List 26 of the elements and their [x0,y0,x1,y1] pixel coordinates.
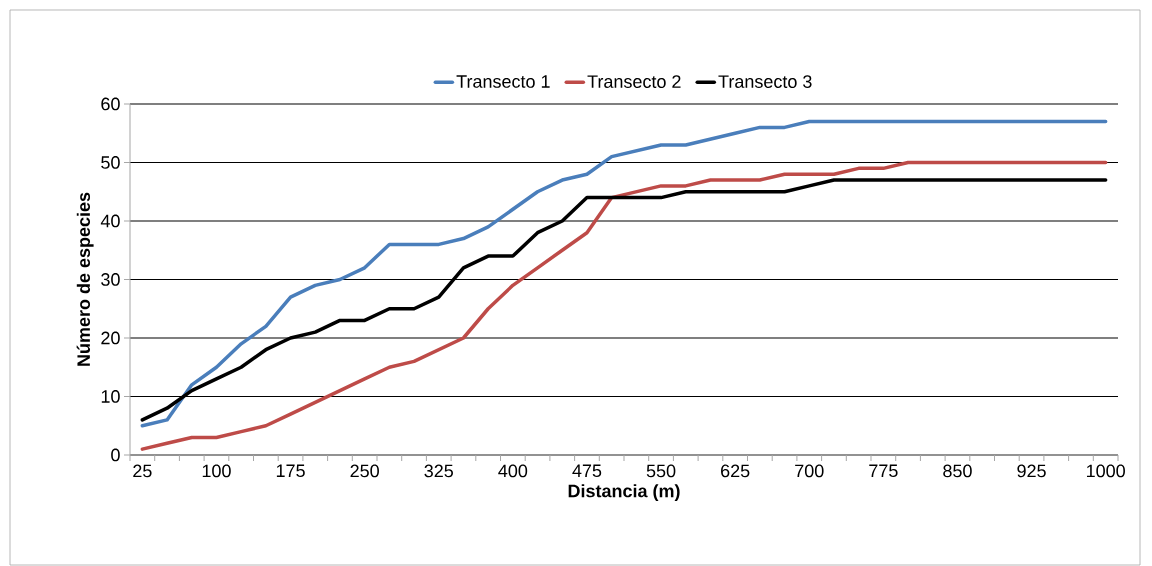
x-tick-label: 775 [869,464,898,478]
x-tick-label: 325 [424,464,454,478]
x-tick-label: 625 [721,464,750,478]
legend-label: Transecto 2 [587,75,681,88]
x-tick-label: 1000 [1086,464,1125,478]
x-tick-label: 25 [133,464,152,478]
y-tick-label: 40 [100,214,120,228]
x-tick-label: 100 [202,464,231,478]
x-tick-label: 925 [1017,464,1046,478]
x-tick-label: 550 [646,464,676,478]
x-tick-label: 400 [498,464,528,478]
y-tick-label: 30 [101,273,120,286]
legend-label: Transecto 1 [456,75,550,88]
y-tick-label: 10 [101,390,120,403]
x-tick-label: 175 [276,464,305,478]
x-tick-label: 700 [795,464,824,478]
y-axis-title: Número de especies [76,192,94,366]
x-tick-label: 850 [943,464,972,478]
legend-label: Transecto 3 [718,75,812,88]
y-tick-label: 60 [101,97,120,111]
y-tick-label: 0 [111,448,120,462]
y-tick-label: 20 [101,331,120,345]
x-tick-label: 475 [572,464,602,478]
y-tick-label: 50 [101,156,120,169]
x-tick-label: 250 [350,464,379,478]
x-axis-title: Distancia (m) [568,484,680,501]
